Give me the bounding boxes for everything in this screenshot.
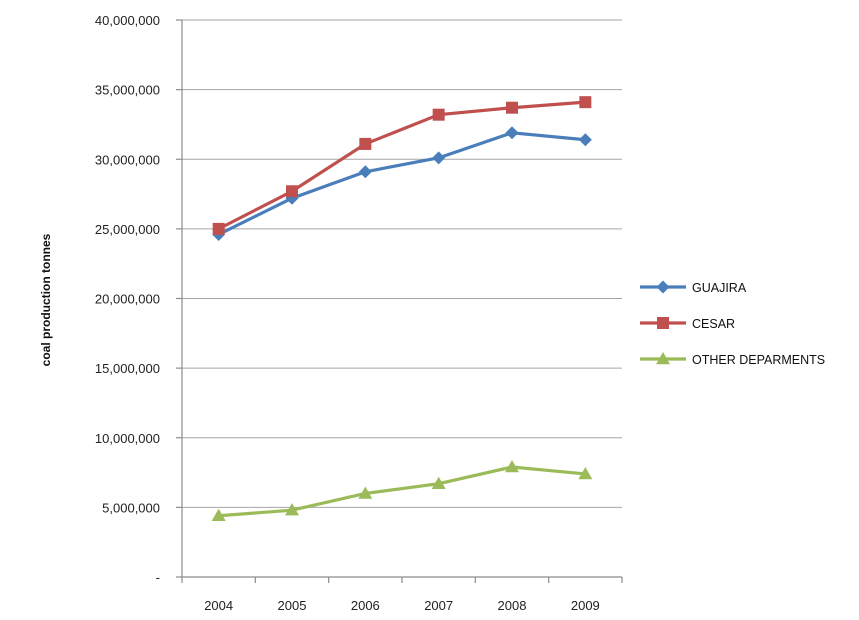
legend-label: OTHER DEPARMENTS bbox=[692, 353, 825, 367]
data-point bbox=[211, 508, 226, 521]
legend-marker bbox=[656, 352, 670, 365]
legend-label: GUAJIRA bbox=[692, 281, 747, 295]
data-point bbox=[358, 486, 373, 499]
y-tick-label: 10,000,000 bbox=[95, 431, 160, 446]
legend-item: OTHER DEPARMENTS bbox=[640, 352, 825, 367]
data-point bbox=[578, 133, 592, 147]
legend-marker bbox=[657, 317, 669, 329]
data-point bbox=[285, 503, 299, 516]
data-point bbox=[212, 222, 225, 235]
x-tick-label: 2005 bbox=[278, 598, 307, 613]
y-tick-label: - bbox=[156, 570, 160, 585]
x-tick-label: 2007 bbox=[424, 598, 453, 613]
y-axis-label: coal production tonnes bbox=[39, 233, 53, 366]
series-0 bbox=[212, 126, 592, 241]
series-line bbox=[218, 465, 586, 518]
y-tick-label: 15,000,000 bbox=[95, 361, 160, 376]
data-point bbox=[506, 101, 518, 114]
data-point bbox=[359, 137, 372, 150]
series-2 bbox=[211, 459, 593, 521]
y-tick-label: 30,000,000 bbox=[95, 152, 160, 167]
legend-label: CESAR bbox=[692, 317, 735, 331]
legend-marker bbox=[656, 280, 670, 294]
data-point bbox=[432, 151, 446, 165]
data-point bbox=[286, 185, 298, 198]
data-point bbox=[358, 165, 372, 179]
legend: GUAJIRA CESAR OTHER DEPARMENTS bbox=[640, 280, 825, 367]
y-tick-label: 40,000,000 bbox=[95, 13, 160, 28]
legend-item: CESAR bbox=[640, 317, 735, 331]
data-point bbox=[505, 126, 519, 140]
series-line bbox=[217, 100, 586, 231]
data-point bbox=[579, 96, 592, 109]
x-axis-tick-labels: 2004 2005 2006 2007 2008 2009 bbox=[204, 598, 600, 613]
data-point bbox=[432, 108, 445, 121]
series-1 bbox=[212, 96, 592, 235]
x-tick-label: 2009 bbox=[571, 598, 600, 613]
gridlines bbox=[182, 19, 622, 508]
y-tick-label: 25,000,000 bbox=[95, 222, 160, 237]
data-point bbox=[578, 466, 593, 480]
y-tick-label: 5,000,000 bbox=[102, 500, 160, 515]
x-tick-label: 2006 bbox=[351, 598, 380, 613]
axes bbox=[176, 19, 623, 583]
series-line bbox=[217, 131, 586, 236]
x-tick-label: 2004 bbox=[204, 598, 233, 613]
x-tick-label: 2008 bbox=[498, 598, 527, 613]
data-point bbox=[431, 476, 446, 489]
y-tick-label: 20,000,000 bbox=[95, 292, 160, 307]
y-tick-label: 35,000,000 bbox=[95, 83, 160, 98]
data-point bbox=[505, 459, 519, 473]
legend-item: GUAJIRA bbox=[640, 280, 747, 295]
y-axis-tick-labels: - 5,000,000 10,000,000 15,000,000 20,000,000… bbox=[95, 13, 160, 585]
series-layer bbox=[211, 96, 593, 521]
